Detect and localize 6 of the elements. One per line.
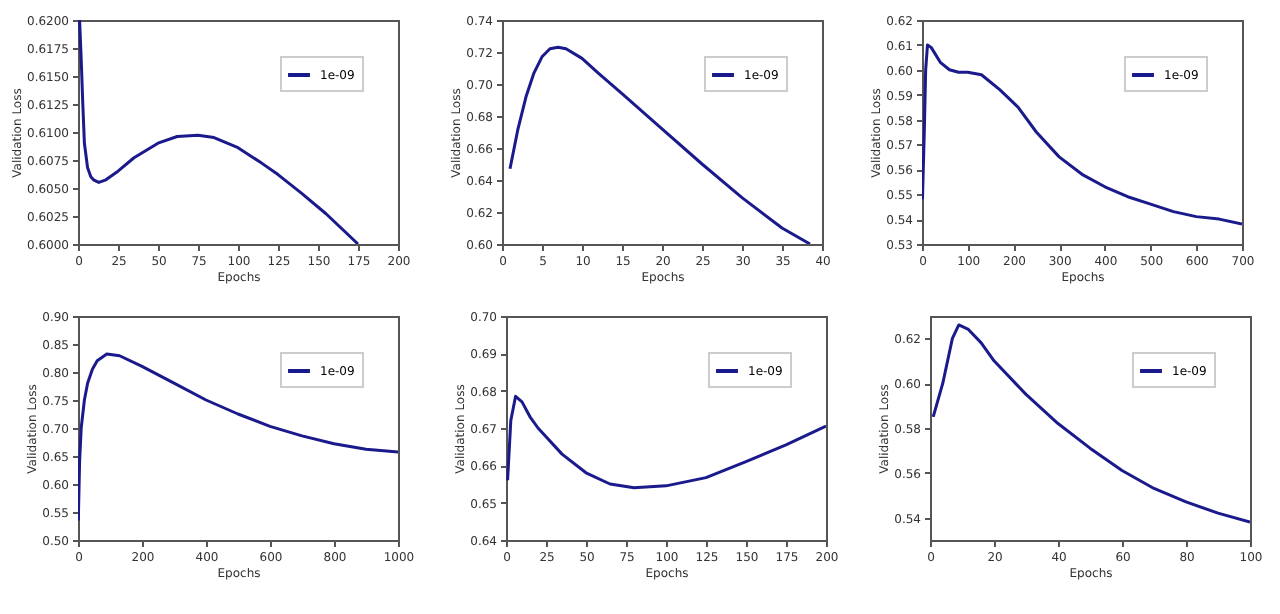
line-series (78, 352, 398, 522)
line-series (931, 323, 1250, 524)
line-series (506, 394, 826, 490)
line-series (78, 20, 360, 244)
line-series (922, 43, 1242, 226)
line-series (508, 45, 812, 244)
